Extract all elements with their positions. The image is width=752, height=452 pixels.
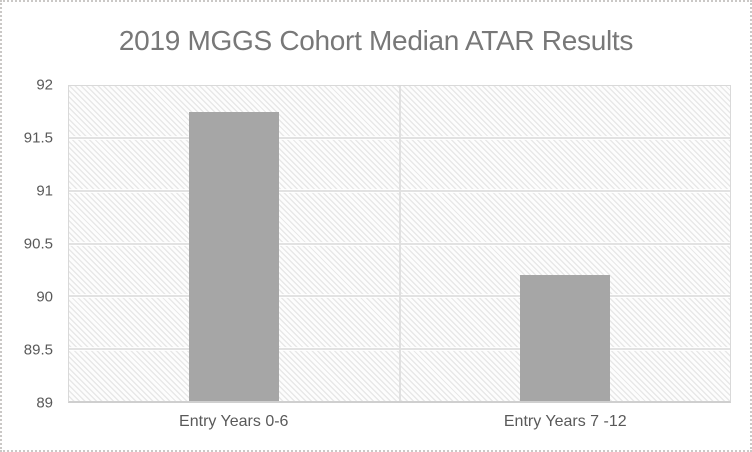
y-axis: 92 91.5 91 90.5 90 89.5 89 xyxy=(2,77,68,412)
chart-title: 2019 MGGS Cohort Median ATAR Results xyxy=(118,25,634,56)
y-tick-label: 91.5 xyxy=(23,129,53,147)
bar-series1-cat2 xyxy=(519,275,610,401)
gridlines-layer xyxy=(69,86,730,401)
y-tick-label: 89.5 xyxy=(23,341,53,359)
y-tick-label: 90 xyxy=(36,288,53,306)
y-tick-label: 91 xyxy=(36,182,53,200)
vertical-gridline xyxy=(398,86,401,401)
bars-layer xyxy=(69,86,730,401)
x-category-label: Entry Years 7 -12 xyxy=(503,413,627,430)
plot-area xyxy=(68,85,731,403)
y-tick-label: 90.5 xyxy=(23,235,53,253)
y-tick-label: 89 xyxy=(36,394,53,412)
x-category-label: Entry Years 0-6 xyxy=(179,413,289,430)
y-tick-label: 92 xyxy=(36,76,53,94)
bar-series1-cat1 xyxy=(189,112,280,401)
x-axis: Entry Years 0-6 Entry Years 7 -12 xyxy=(68,410,731,434)
